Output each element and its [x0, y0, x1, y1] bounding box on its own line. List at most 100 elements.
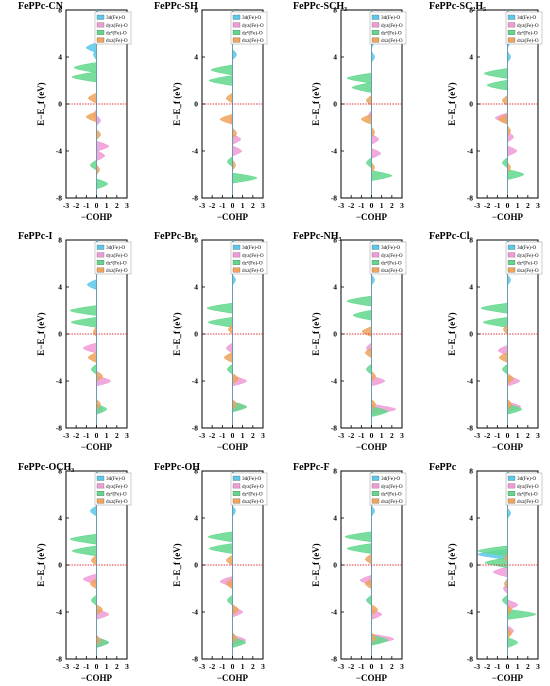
legend-label: dxz(Fe)-O: [242, 267, 264, 274]
x-tick-label: 2: [390, 662, 394, 671]
legend-swatch: [507, 260, 516, 265]
area-mark: [365, 347, 372, 359]
y-tick-label: -4: [467, 377, 473, 386]
legend-swatch: [507, 30, 516, 35]
x-tick-label: 0: [370, 201, 374, 210]
area-mark: [507, 274, 511, 286]
legend-swatch: [96, 475, 105, 481]
area-mark: [507, 609, 537, 620]
series-4: [90, 554, 103, 646]
x-tick-label: 2: [526, 201, 530, 210]
legend-label: dz²(Fe)-O: [242, 29, 263, 36]
x-tick-label: -2: [348, 431, 354, 440]
area-mark: [207, 531, 233, 543]
series-4: [361, 94, 375, 174]
x-tick-label: 1: [241, 201, 245, 210]
area-mark: [82, 342, 97, 354]
area-mark: [232, 373, 239, 385]
legend-swatch: [232, 483, 241, 489]
area-mark: [232, 172, 258, 184]
y-tick-label: -8: [467, 194, 473, 203]
legend-swatch: [371, 475, 380, 481]
x-tick-label: -1: [494, 201, 500, 210]
y-tick-label: -4: [56, 608, 62, 617]
x-tick-label: 1: [105, 201, 109, 210]
area-mark: [371, 126, 375, 139]
area-mark: [502, 594, 508, 606]
legend-swatch: [507, 244, 516, 250]
y-tick-label: 4: [194, 514, 198, 523]
x-tick-label: 0: [370, 662, 374, 671]
x-tick-label: 3: [536, 201, 540, 210]
area-mark: [232, 159, 236, 171]
y-tick-label: 0: [58, 561, 62, 570]
legend-swatch: [96, 14, 105, 20]
x-axis-label: −COHP: [81, 673, 113, 683]
x-tick-label: 1: [380, 431, 384, 440]
y-tick-label: 4: [469, 514, 473, 523]
y-tick-label: 8: [469, 6, 473, 15]
legend-swatch: [232, 244, 241, 250]
legend-swatch: [232, 14, 241, 20]
x-tick-label: 0: [231, 662, 235, 671]
y-tick-label: 4: [58, 53, 62, 62]
y-tick-label: 8: [333, 236, 337, 245]
x-tick-label: 2: [115, 201, 119, 210]
legend-swatch: [232, 491, 241, 496]
area-mark: [232, 604, 239, 616]
area-mark: [498, 113, 508, 125]
legend-label: dyz(Fe)-O: [517, 252, 539, 259]
x-axis-label: −COHP: [492, 212, 524, 222]
area-mark: [232, 48, 237, 61]
y-axis-label: E−E_f (eV): [36, 82, 46, 125]
area-mark: [96, 604, 103, 616]
y-tick-label: 0: [333, 100, 337, 109]
y-tick-label: 4: [333, 514, 337, 523]
panel-title: FePPc-Br: [154, 231, 196, 242]
legend-label: 3d(Fe)-O: [381, 244, 401, 251]
area-mark: [361, 113, 372, 125]
x-tick-label: -3: [474, 662, 480, 671]
legend-swatch: [232, 260, 241, 265]
x-tick-label: 1: [241, 431, 245, 440]
x-tick-label: -2: [348, 662, 354, 671]
legend-swatch: [96, 491, 105, 496]
legend-swatch: [371, 252, 380, 258]
area-mark: [371, 604, 378, 616]
series-3: [477, 545, 537, 648]
y-tick-label: 4: [333, 283, 337, 292]
area-mark: [362, 326, 372, 338]
area-mark: [507, 637, 518, 648]
panel-title: FePPc-Cl: [429, 231, 470, 242]
area-mark: [371, 170, 393, 182]
area-mark: [226, 342, 233, 354]
area-mark: [366, 157, 372, 169]
area-mark: [227, 594, 233, 606]
y-axis-label: E−E_f (eV): [172, 82, 182, 125]
area-mark: [365, 578, 372, 590]
legend-swatch: [232, 498, 241, 504]
x-tick-label: 1: [105, 662, 109, 671]
series-3: [208, 64, 258, 184]
area-mark: [371, 632, 376, 644]
legend-label: dxz(Fe)-O: [106, 267, 128, 274]
area-mark: [219, 113, 233, 125]
panel-title: FePPc-SH: [154, 1, 198, 12]
panel-title: FePPc-NH₃: [293, 231, 342, 242]
area-mark: [96, 114, 101, 127]
legend-label: dxz(Fe)-O: [517, 267, 539, 274]
x-axis-label: −COHP: [492, 673, 524, 683]
panel-title: FePPc-OH: [154, 462, 200, 473]
x-tick-label: 0: [231, 201, 235, 210]
y-tick-label: -8: [331, 424, 337, 433]
y-axis-label: E−E_f (eV): [447, 312, 457, 355]
x-tick-label: -3: [338, 662, 344, 671]
x-tick-label: -3: [63, 431, 69, 440]
area-mark: [507, 51, 511, 63]
